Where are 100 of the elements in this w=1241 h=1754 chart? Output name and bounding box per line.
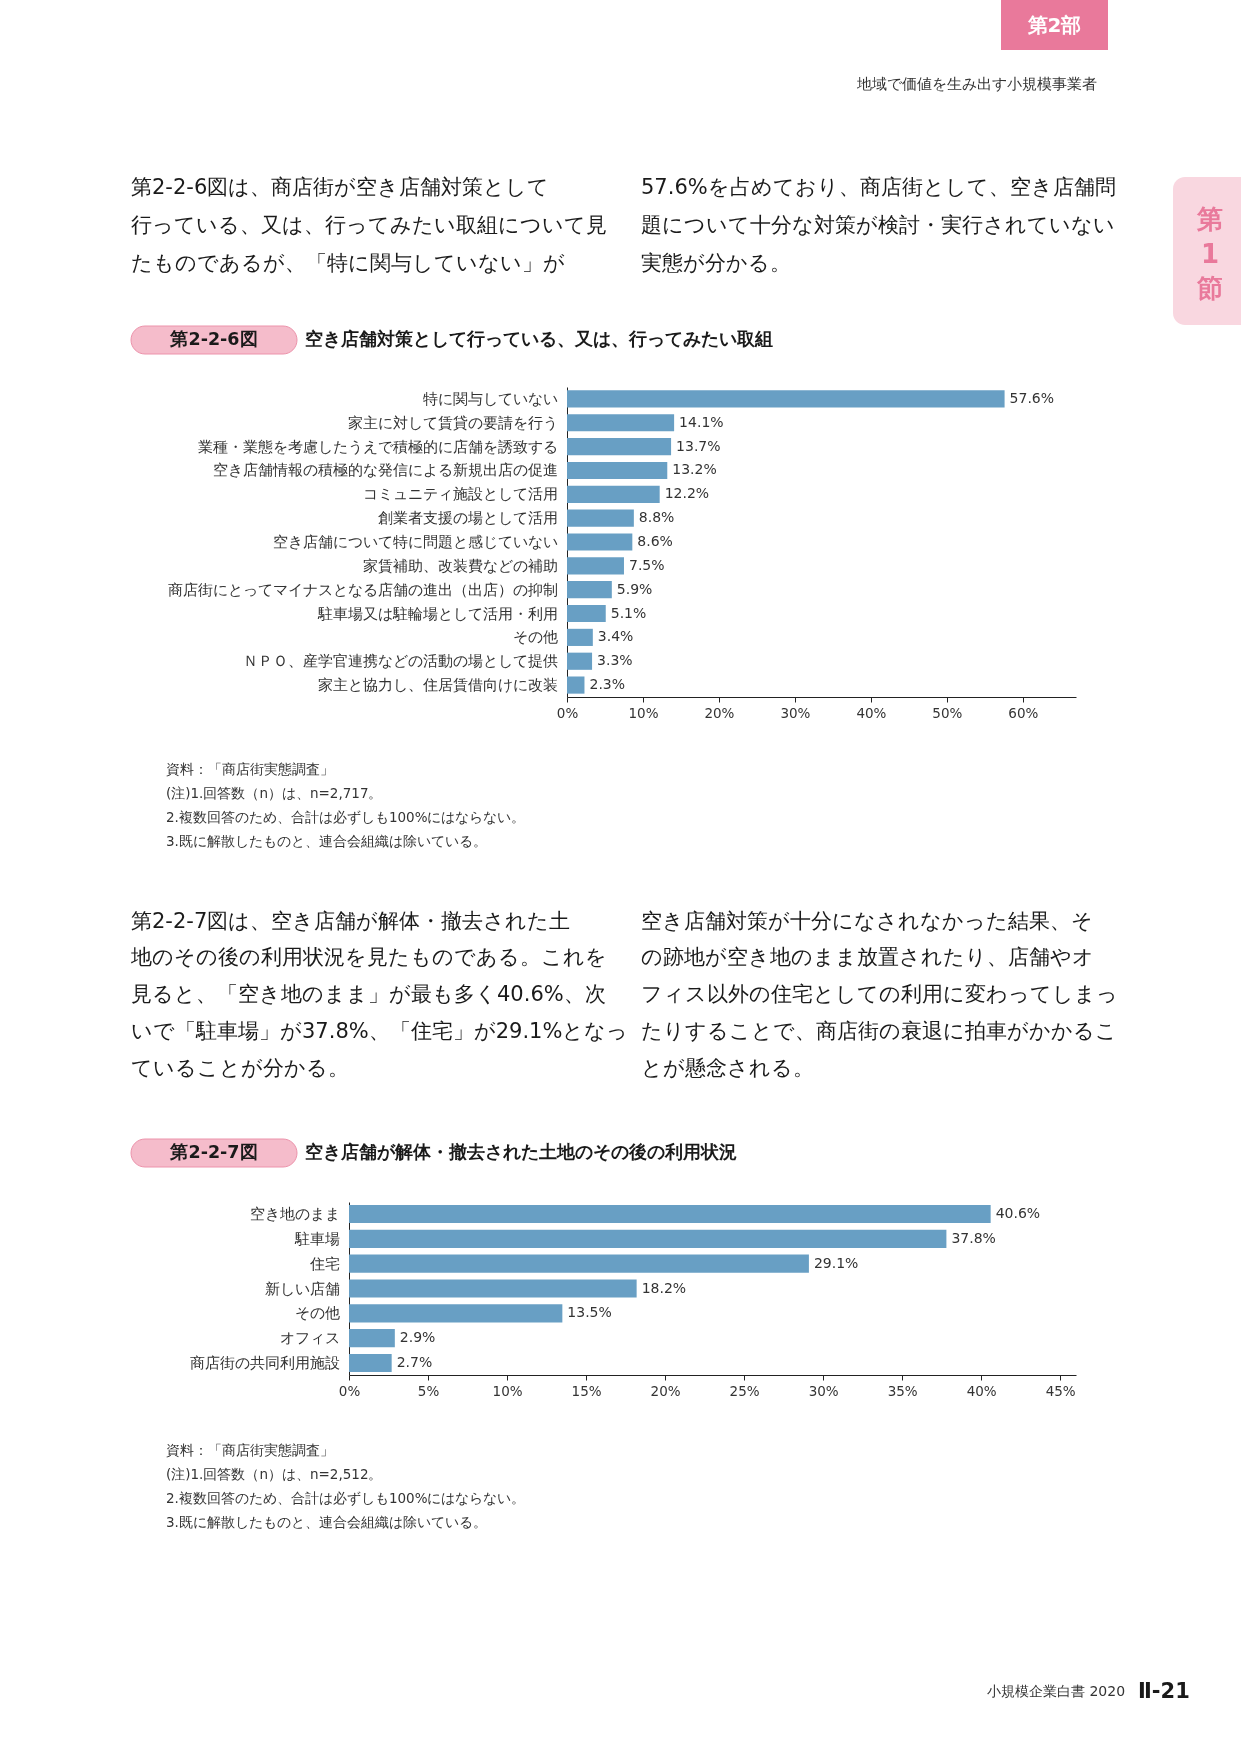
bar <box>349 1353 392 1373</box>
data-label: 2.7% <box>396 1353 433 1370</box>
x-tick-label: 40% <box>856 704 887 721</box>
y-tick-label: 商店街にとってマイナスとなる店舗の進出（出店）の抑制 <box>167 580 558 599</box>
text: 地のその後の利用状況を見たものである。これを <box>130 945 607 970</box>
bar <box>567 509 634 527</box>
bar <box>567 438 672 456</box>
data-label: 37.8% <box>951 1229 996 1246</box>
bar <box>567 604 606 623</box>
bar <box>567 390 1005 408</box>
bar <box>349 1304 563 1323</box>
text: 空き店舗対策が十分になされなかった結果、そ <box>641 908 1093 933</box>
bar <box>567 628 593 646</box>
text: 3.既に解散したものと、連合会組織は除いている。 <box>166 1514 487 1530</box>
data-label: 18.2% <box>641 1279 687 1296</box>
y-tick-label: オフィス <box>279 1329 340 1348</box>
data-label: 8.8% <box>638 509 675 526</box>
text: 第2-2-7図は、空き店舗が解体・撤去された土 <box>131 908 571 933</box>
y-tick-label: 住宅 <box>308 1254 340 1273</box>
text: (注)1.回答数（n）は、n=2,717。 <box>166 785 383 801</box>
bar <box>567 461 668 480</box>
data-label: 5.9% <box>616 580 653 597</box>
x-tick-label: 40% <box>966 1382 997 1399</box>
y-tick-label: 新しい店舗 <box>264 1279 340 1298</box>
text: たものであるが、「特に関与していない」が <box>131 251 565 275</box>
data-label: 3.3% <box>597 652 633 669</box>
text: ていることが分かる。 <box>131 1055 349 1080</box>
text: とが懸念される。 <box>641 1055 814 1080</box>
x-tick-label: 10% <box>492 1382 523 1399</box>
y-tick-label: ＮＰＯ、産学官連携などの活動の場として提供 <box>242 652 558 671</box>
x-tick-label: 0% <box>556 704 579 721</box>
y-tick-label: 空き店舗情報の積極的な発信による新規出店の促進 <box>212 461 558 480</box>
x-tick-label: 45% <box>1045 1382 1076 1399</box>
text: 第2部 <box>1026 13 1082 37</box>
y-tick-label: 商店街の共同利用施設 <box>189 1353 340 1372</box>
text: 3.既に解散したものと、連合会組織は除いている。 <box>166 833 487 849</box>
x-tick-label: 10% <box>628 704 659 721</box>
bar <box>567 581 612 599</box>
bar <box>567 557 624 575</box>
text: 小規模企業白書 2020 <box>987 1683 1126 1699</box>
x-tick-label: 5% <box>417 1382 440 1399</box>
text: フィス以外の住宅としての利用に変わってしまっ <box>641 982 1118 1007</box>
x-tick-label: 15% <box>571 1382 602 1399</box>
y-tick-label: 空き店舗について特に問題と感じていない <box>272 533 558 551</box>
bar <box>349 1254 809 1273</box>
text: 2.複数回答のため、合計は必ずしも100%にはならない。 <box>166 1490 526 1506</box>
x-tick-label: 30% <box>808 1382 839 1399</box>
text: たりすることで、商店街の衰退に拍車がかかるこ <box>641 1018 1117 1043</box>
data-label: 13.7% <box>676 437 721 454</box>
y-tick-label: 家賃補助、改装費などの補助 <box>362 556 558 575</box>
bar <box>567 676 585 694</box>
x-tick-label: 60% <box>1008 704 1039 721</box>
x-tick-label: 35% <box>887 1382 918 1399</box>
data-label: 2.9% <box>399 1329 436 1346</box>
bar <box>567 652 593 670</box>
text: 題について十分な対策が検討・実行されていない <box>641 213 1115 237</box>
y-tick-label: 創業者支援の場として活用 <box>377 509 558 528</box>
text: いで「駐車場」が37.8%、「住宅」が29.1%となっ <box>131 1018 629 1043</box>
y-tick-label: その他 <box>512 628 558 647</box>
text: の跡地が空き地のまま放置されたり、店舗やオ <box>641 945 1094 970</box>
data-label: 14.1% <box>679 413 724 430</box>
y-tick-label: 家主と協力し、住居賃借向けに改装 <box>317 676 558 695</box>
text: (注)1.回答数（n）は、n=2,512。 <box>166 1466 383 1482</box>
data-label: 29.1% <box>813 1254 859 1271</box>
data-label: 12.2% <box>664 485 710 502</box>
data-label: 7.5% <box>628 556 665 573</box>
data-label: 13.5% <box>567 1304 612 1321</box>
y-tick-label: 空き地のまま <box>249 1205 340 1224</box>
x-tick-label: 50% <box>932 704 963 721</box>
chart-title: 第2-2-7図 空き店舗が解体・撤去された土地のその後の利用状況 <box>170 1142 737 1162</box>
bar <box>567 414 675 432</box>
bar <box>349 1229 947 1248</box>
bar <box>349 1329 395 1348</box>
text: 資料：「商店街実態調査」 <box>166 1442 334 1458</box>
x-tick-label: 30% <box>780 704 811 721</box>
text: 第2-2-6図は、商店街が空き店舗対策として <box>131 175 550 199</box>
y-tick-label: 特に関与していない <box>422 389 558 408</box>
y-tick-label: 駐車場 <box>293 1229 340 1248</box>
bar <box>349 1204 991 1224</box>
bar <box>567 533 633 551</box>
data-label: 5.1% <box>610 604 647 621</box>
y-tick-label: 駐車場又は駐輪場として活用・利用 <box>316 604 558 623</box>
data-label: 40.6% <box>995 1205 1041 1222</box>
y-tick-label: 家主に対して賃貸の要請を行う <box>347 413 558 432</box>
x-tick-label: 20% <box>650 1382 681 1399</box>
y-tick-label: その他 <box>294 1304 340 1323</box>
data-label: 13.2% <box>672 461 717 478</box>
data-label: 3.4% <box>597 628 634 645</box>
data-label: 2.3% <box>589 676 626 693</box>
text: 行っている、又は、行ってみたい取組について見 <box>131 213 607 237</box>
text: 57.6%を占めており、商店街として、空き店舗問 <box>641 175 1116 199</box>
text: 第 1 節 <box>1196 204 1223 303</box>
text: 実態が分かる。 <box>641 251 791 275</box>
text: 資料：「商店街実態調査」 <box>166 761 334 777</box>
text: 2.複数回答のため、合計は必ずしも100%にはならない。 <box>166 809 526 825</box>
bar <box>349 1279 637 1298</box>
text: 見ると、「空き地のまま」が最も多く40.6%、次 <box>131 982 606 1007</box>
y-tick-label: 業種・業態を考慮したうえで積極的に店舗を誘致する <box>197 437 558 456</box>
chart-title: 第2-2-6図 空き店舗対策として行っている、又は、行ってみたい取組 <box>170 329 773 349</box>
text: 地域で価値を生み出す小規模事業者 <box>856 75 1097 93</box>
